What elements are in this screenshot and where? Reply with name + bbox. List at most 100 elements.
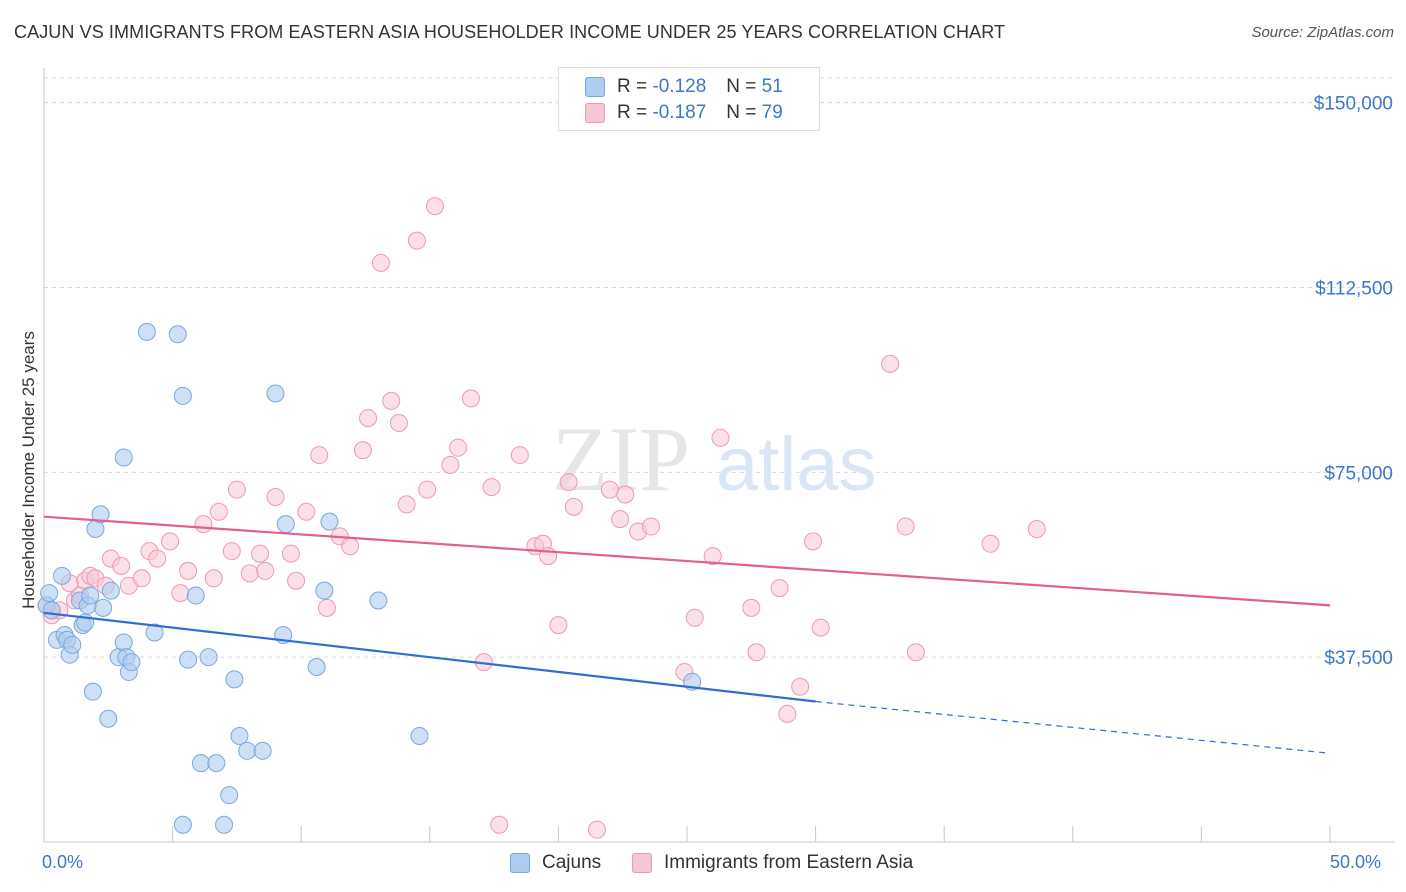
cajuns-point bbox=[276, 515, 295, 534]
immigrants-point bbox=[148, 549, 167, 568]
immigrants-point bbox=[389, 414, 408, 433]
immigrants-point bbox=[179, 561, 198, 580]
cajuns-trend-line bbox=[43, 611, 816, 703]
immigrants-point bbox=[804, 532, 823, 551]
cajuns-point bbox=[230, 727, 249, 746]
cajuns-point bbox=[179, 650, 198, 669]
immigrants-point bbox=[112, 556, 131, 575]
cajuns-point bbox=[369, 591, 388, 610]
cajuns-trend-extension bbox=[815, 700, 1331, 754]
legend-r-value: -0.187 bbox=[652, 102, 707, 123]
immigrants-point bbox=[641, 517, 660, 536]
cajuns-point bbox=[114, 448, 133, 467]
immigrants-point bbox=[425, 197, 444, 216]
immigrants-point bbox=[209, 502, 228, 521]
immigrants-point bbox=[611, 510, 630, 529]
cajuns-point bbox=[173, 815, 192, 834]
immigrants-point bbox=[490, 815, 509, 834]
immigrants-point bbox=[371, 253, 390, 272]
immigrants-point bbox=[418, 480, 437, 499]
immigrants-point bbox=[317, 598, 336, 617]
immigrants-point bbox=[132, 569, 151, 588]
immigrants-point bbox=[559, 473, 578, 492]
cajuns-point bbox=[114, 633, 133, 652]
immigrants-point bbox=[204, 569, 223, 588]
legend-n-value: 79 bbox=[761, 102, 783, 123]
correlation-legend: R = -0.128 N = 51 R = -0.187 N = 79 bbox=[558, 67, 820, 131]
cajuns-point bbox=[40, 584, 59, 603]
cajuns-point bbox=[53, 566, 72, 585]
immigrants-point bbox=[194, 515, 213, 534]
immigrants-trend-line bbox=[43, 515, 1331, 607]
immigrants-point bbox=[297, 502, 316, 521]
y-tick-label: $150,000 bbox=[1314, 94, 1393, 115]
legend-row-cajuns: R = -0.128 N = 51 bbox=[585, 75, 783, 99]
immigrants-point bbox=[742, 598, 761, 617]
cajuns-point bbox=[320, 512, 339, 531]
axes bbox=[43, 68, 1395, 843]
immigrants-point bbox=[896, 517, 915, 536]
immigrants-point bbox=[461, 389, 480, 408]
immigrants-point bbox=[616, 485, 635, 504]
cajuns-point bbox=[173, 386, 192, 405]
y-tick-label: $75,000 bbox=[1324, 463, 1393, 484]
immigrants-point bbox=[382, 391, 401, 410]
y-axis-label: Householder Income Under 25 years bbox=[19, 331, 38, 609]
immigrants-point bbox=[564, 497, 583, 516]
y-axis-label-wrap: Householder Income Under 25 years bbox=[14, 300, 44, 640]
immigrants-point bbox=[482, 478, 501, 497]
cajuns-point bbox=[94, 598, 113, 617]
immigrants-point bbox=[778, 704, 797, 723]
immigrants-point bbox=[881, 354, 900, 373]
cajuns-point bbox=[199, 648, 218, 667]
legend-swatch-pink bbox=[585, 103, 605, 123]
cajuns-point bbox=[122, 653, 141, 672]
immigrants-points bbox=[37, 197, 1046, 839]
cajuns-point bbox=[220, 786, 239, 805]
immigrants-point bbox=[747, 643, 766, 662]
series-legend: Cajuns Immigrants from Eastern Asia bbox=[0, 852, 1406, 878]
cajuns-point bbox=[186, 586, 205, 605]
cajuns-point bbox=[91, 505, 110, 524]
legend-n-label: N = bbox=[726, 76, 757, 97]
legend-n-label: N = bbox=[726, 102, 757, 123]
legend-swatch-blue bbox=[585, 77, 605, 97]
y-tick-label: $37,500 bbox=[1324, 648, 1393, 669]
immigrants-point bbox=[407, 231, 426, 250]
immigrants-point bbox=[310, 446, 329, 465]
cajuns-point bbox=[101, 581, 120, 600]
cajuns-point bbox=[168, 325, 187, 344]
cajuns-point bbox=[215, 815, 234, 834]
immigrants-point bbox=[791, 677, 810, 696]
cajuns-point bbox=[207, 754, 226, 773]
immigrants-point bbox=[549, 616, 568, 635]
immigrants-point bbox=[600, 480, 619, 499]
series-swatch-pink bbox=[632, 853, 652, 873]
immigrants-point bbox=[441, 455, 460, 474]
immigrants-point bbox=[341, 537, 360, 556]
immigrants-point bbox=[287, 571, 306, 590]
immigrants-point bbox=[353, 441, 372, 460]
series-swatch-blue bbox=[510, 853, 530, 873]
immigrants-point bbox=[266, 487, 285, 506]
series-legend-label: Cajuns bbox=[542, 852, 602, 873]
legend-n-value: 51 bbox=[761, 76, 783, 97]
immigrants-point bbox=[161, 532, 180, 551]
immigrants-point bbox=[359, 409, 378, 428]
cajuns-point bbox=[81, 586, 100, 605]
immigrants-point bbox=[449, 438, 468, 457]
watermark-atlas: atlas bbox=[716, 422, 877, 507]
cajuns-point bbox=[225, 670, 244, 689]
cajuns-point bbox=[266, 384, 285, 403]
cajuns-point bbox=[238, 741, 257, 760]
legend-row-immigrants: R = -0.187 N = 79 bbox=[585, 101, 783, 125]
legend-r-label: R = bbox=[617, 102, 648, 123]
cajuns-point bbox=[253, 741, 272, 760]
immigrants-point bbox=[281, 544, 300, 563]
cajuns-point bbox=[42, 601, 61, 620]
x-tick-label-max: 50.0% bbox=[1330, 852, 1382, 872]
immigrants-point bbox=[510, 446, 529, 465]
cajuns-point bbox=[191, 754, 210, 773]
immigrants-point bbox=[251, 544, 270, 563]
